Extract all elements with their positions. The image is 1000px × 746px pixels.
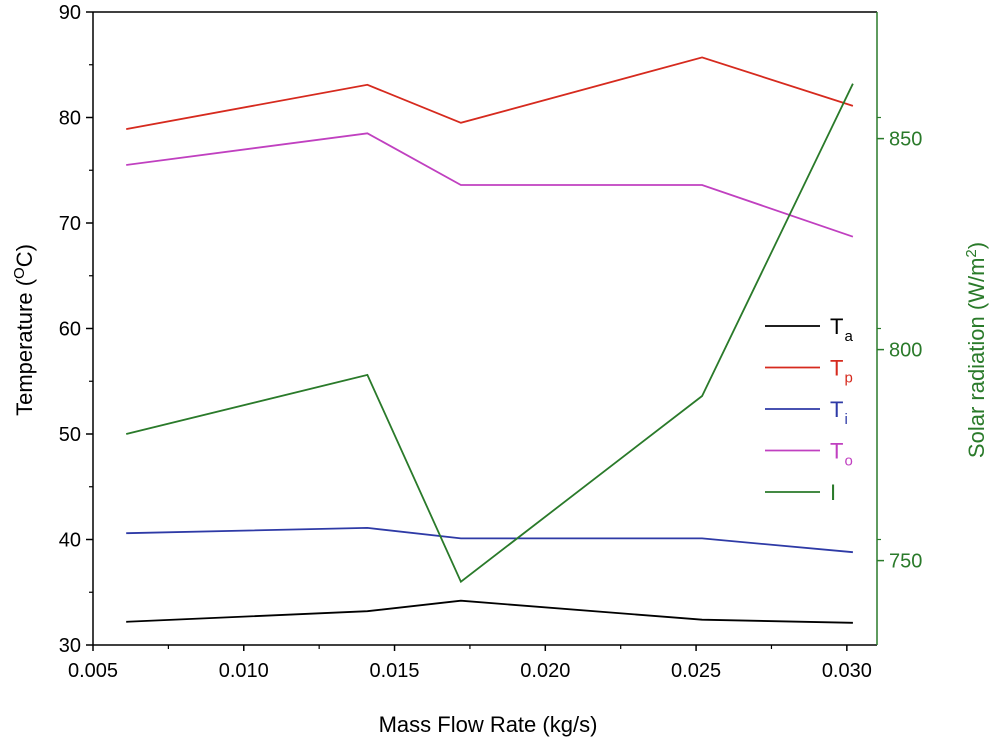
x-tick-label: 0.030 — [822, 660, 872, 682]
y-axis-title: Temperature (OC) — [11, 244, 37, 416]
axes-layer: 0.005 0.010 0.015 0.020 0.025 0.030 30 40 50 60 70… — [59, 2, 923, 682]
y-tick-label: 30 — [59, 635, 81, 657]
y2-tick-label: 750 — [889, 551, 922, 573]
legend: Ta Tp Ti To I — [765, 314, 853, 505]
y2-tick-label: 850 — [889, 129, 922, 151]
series-line-ta — [126, 599, 853, 624]
legend-label-ti: Ti — [830, 397, 848, 428]
y-tick-label: 80 — [59, 108, 81, 130]
x-tick-label: 0.005 — [68, 660, 118, 682]
y-tick-label: 50 — [59, 424, 81, 446]
series-line-ti — [126, 526, 853, 554]
y-tick-label: 70 — [59, 213, 81, 235]
x-tick-label: 0.015 — [370, 660, 420, 682]
legend-label-ta: Ta — [830, 314, 853, 345]
x-tick-label: 0.010 — [219, 660, 269, 682]
y-tick-label: 90 — [59, 2, 81, 24]
series-line-tp — [126, 56, 854, 130]
legend-label-to: To — [830, 439, 853, 470]
y2-axis-title-sup: 2 — [963, 249, 980, 257]
x-tick-label: 0.025 — [671, 660, 721, 682]
x-tick-label: 0.020 — [520, 660, 570, 682]
legend-label-i: I — [830, 480, 836, 505]
y-tick-label: 40 — [59, 530, 81, 552]
y-axis-title-sup: O — [11, 267, 28, 279]
y2-axis-title: Solar radiation (W/m2) — [963, 242, 989, 458]
legend-label-tp: Tp — [830, 356, 853, 387]
series-line-to — [126, 132, 854, 238]
x-axis-title: Mass Flow Rate (kg/s) — [379, 712, 598, 737]
series-line-i — [125, 83, 854, 584]
series-layer — [125, 56, 854, 624]
y-tick-label: 60 — [59, 319, 81, 341]
y2-tick-label: 800 — [889, 340, 922, 362]
